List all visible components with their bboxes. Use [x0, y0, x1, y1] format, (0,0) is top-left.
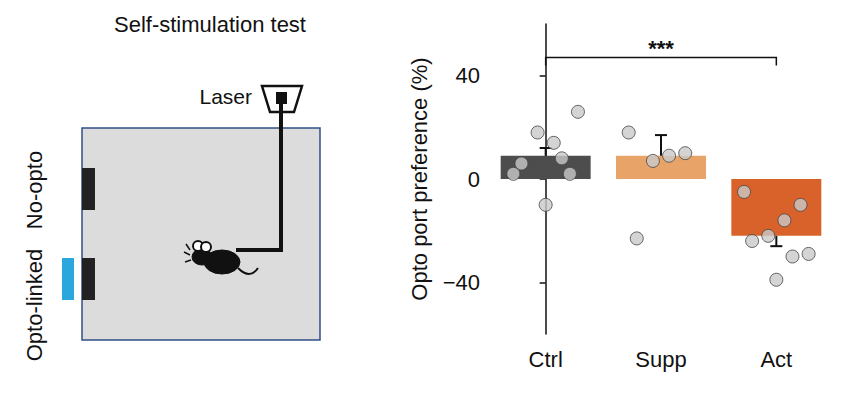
svg-text:Self-stimulation test: Self-stimulation test — [114, 12, 306, 37]
svg-text:Opto-linked: Opto-linked — [22, 249, 47, 362]
svg-text:Laser: Laser — [199, 85, 252, 108]
svg-text:40: 40 — [456, 63, 480, 88]
svg-text:***: *** — [648, 36, 674, 61]
svg-text:Supp: Supp — [635, 347, 686, 372]
svg-text:Opto port preference (%): Opto port preference (%) — [407, 57, 432, 300]
svg-text:No-opto: No-opto — [22, 151, 47, 229]
svg-text:0: 0 — [468, 167, 480, 192]
svg-text:−40: −40 — [443, 270, 480, 295]
svg-text:Ctrl: Ctrl — [529, 347, 563, 372]
svg-text:Act: Act — [760, 347, 792, 372]
